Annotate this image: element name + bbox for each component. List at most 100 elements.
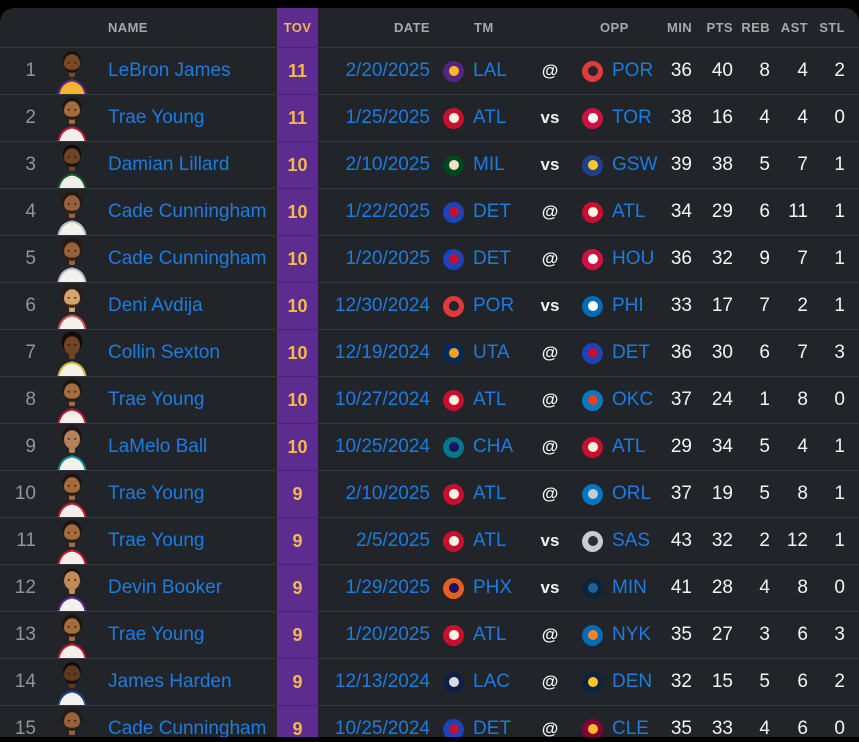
opponent-link[interactable]: ATL [612,436,646,457]
player-avatar[interactable] [44,142,100,188]
game-date-link[interactable]: 10/25/2024 [334,718,430,737]
home-away-indicator: @ [541,437,559,456]
player-avatar[interactable] [44,48,100,94]
header-team: TM [474,20,494,35]
steals-value: 1 [834,154,845,175]
team-link[interactable]: PHX [473,577,513,598]
team-link[interactable]: ATL [473,107,507,128]
team-link[interactable]: ATL [473,624,507,645]
opponent-link[interactable]: NYK [612,624,652,645]
player-name-link[interactable]: LaMelo Ball [108,436,208,457]
team-link[interactable]: LAC [473,671,510,692]
player-name-link[interactable]: Trae Young [108,483,205,504]
opponent-link[interactable]: GSW [612,154,658,175]
player-avatar[interactable] [44,330,100,376]
rank-number: 2 [25,107,36,128]
opponent-link[interactable]: CLE [612,718,649,737]
opponent-link[interactable]: MIN [612,577,647,598]
team-link[interactable]: UTA [473,342,510,363]
table-row: 4 Cade Cunningham 10 1/22/2025 DET @ ATL [0,188,859,235]
player-name-link[interactable]: Deni Avdija [108,295,203,316]
table-row: 5 Cade Cunningham 10 1/20/2025 DET @ HOU [0,235,859,282]
assists-value: 6 [797,624,808,645]
table-row: 15 Cade Cunningham 9 10/25/2024 DET @ CL… [0,705,859,737]
rank-number: 6 [25,295,36,316]
table-row: 8 Trae Young 10 10/27/2024 ATL @ OKC 3 [0,376,859,423]
team-logo-icon [443,624,464,646]
player-name-link[interactable]: LeBron James [108,60,231,81]
team-link[interactable]: MIL [473,154,505,175]
player-name-link[interactable]: Cade Cunningham [108,248,267,269]
opponent-link[interactable]: DEN [612,671,653,692]
game-date-link[interactable]: 12/30/2024 [334,295,430,316]
team-link[interactable]: POR [473,295,515,316]
opponent-link[interactable]: ATL [612,201,646,222]
opponent-link[interactable]: ORL [612,483,652,504]
game-date-link[interactable]: 2/10/2025 [345,483,430,504]
team-link[interactable]: DET [473,201,511,222]
game-date-link[interactable]: 1/25/2025 [345,107,430,128]
game-date-link[interactable]: 2/5/2025 [356,530,430,551]
player-avatar[interactable] [44,95,100,141]
opponent-link[interactable]: HOU [612,248,655,269]
team-link[interactable]: CHA [473,436,514,457]
player-avatar[interactable] [44,189,100,235]
team-logo-icon [443,201,464,223]
steals-value: 0 [834,107,845,128]
opponent-link[interactable]: SAS [612,530,651,551]
player-name-link[interactable]: Trae Young [108,107,205,128]
opponent-link[interactable]: OKC [612,389,654,410]
opponent-link[interactable]: POR [612,60,654,81]
rank-number: 14 [14,671,36,692]
player-avatar[interactable] [44,565,100,611]
player-name-link[interactable]: Devin Booker [108,577,223,598]
player-avatar[interactable] [44,471,100,517]
player-name-link[interactable]: Cade Cunningham [108,201,267,222]
table-row: 9 LaMelo Ball 10 10/25/2024 CHA @ ATL [0,423,859,470]
player-name-link[interactable]: Trae Young [108,624,205,645]
team-logo-icon [443,483,464,505]
player-name-link[interactable]: Trae Young [108,530,205,551]
game-date-link[interactable]: 10/27/2024 [334,389,430,410]
opponent-logo-icon [582,483,603,505]
points-value: 40 [711,60,733,81]
home-away-indicator: @ [541,390,559,409]
player-avatar[interactable] [44,612,100,658]
rebounds-value: 6 [759,201,770,222]
team-link[interactable]: ATL [473,389,507,410]
team-link[interactable]: DET [473,248,511,269]
team-link[interactable]: ATL [473,530,507,551]
player-name-link[interactable]: Collin Sexton [108,342,220,363]
player-avatar[interactable] [44,706,100,737]
opponent-link[interactable]: DET [612,342,650,363]
player-avatar[interactable] [44,236,100,282]
team-logo-icon [443,530,464,552]
game-date-link[interactable]: 10/25/2024 [334,436,430,457]
team-logo-icon [443,671,464,693]
game-date-link[interactable]: 12/13/2024 [334,671,430,692]
assists-value: 12 [786,530,808,551]
player-name-link[interactable]: James Harden [108,671,232,692]
team-link[interactable]: LAL [473,60,507,81]
player-avatar[interactable] [44,377,100,423]
game-date-link[interactable]: 1/22/2025 [345,201,430,222]
player-avatar[interactable] [44,518,100,564]
game-date-link[interactable]: 1/20/2025 [345,624,430,645]
player-avatar[interactable] [44,283,100,329]
opponent-link[interactable]: PHI [612,295,644,316]
table-row: 13 Trae Young 9 1/20/2025 ATL @ NYK 35 [0,611,859,658]
player-name-link[interactable]: Damian Lillard [108,154,230,175]
game-date-link[interactable]: 2/10/2025 [345,154,430,175]
team-logo-icon [443,60,464,82]
game-date-link[interactable]: 12/19/2024 [334,342,430,363]
opponent-link[interactable]: TOR [612,107,652,128]
player-avatar[interactable] [44,424,100,470]
game-date-link[interactable]: 1/20/2025 [345,248,430,269]
team-link[interactable]: ATL [473,483,507,504]
player-name-link[interactable]: Cade Cunningham [108,718,267,737]
player-name-link[interactable]: Trae Young [108,389,205,410]
player-avatar[interactable] [44,659,100,705]
team-link[interactable]: DET [473,718,511,737]
game-date-link[interactable]: 1/29/2025 [345,577,430,598]
game-date-link[interactable]: 2/20/2025 [345,60,430,81]
